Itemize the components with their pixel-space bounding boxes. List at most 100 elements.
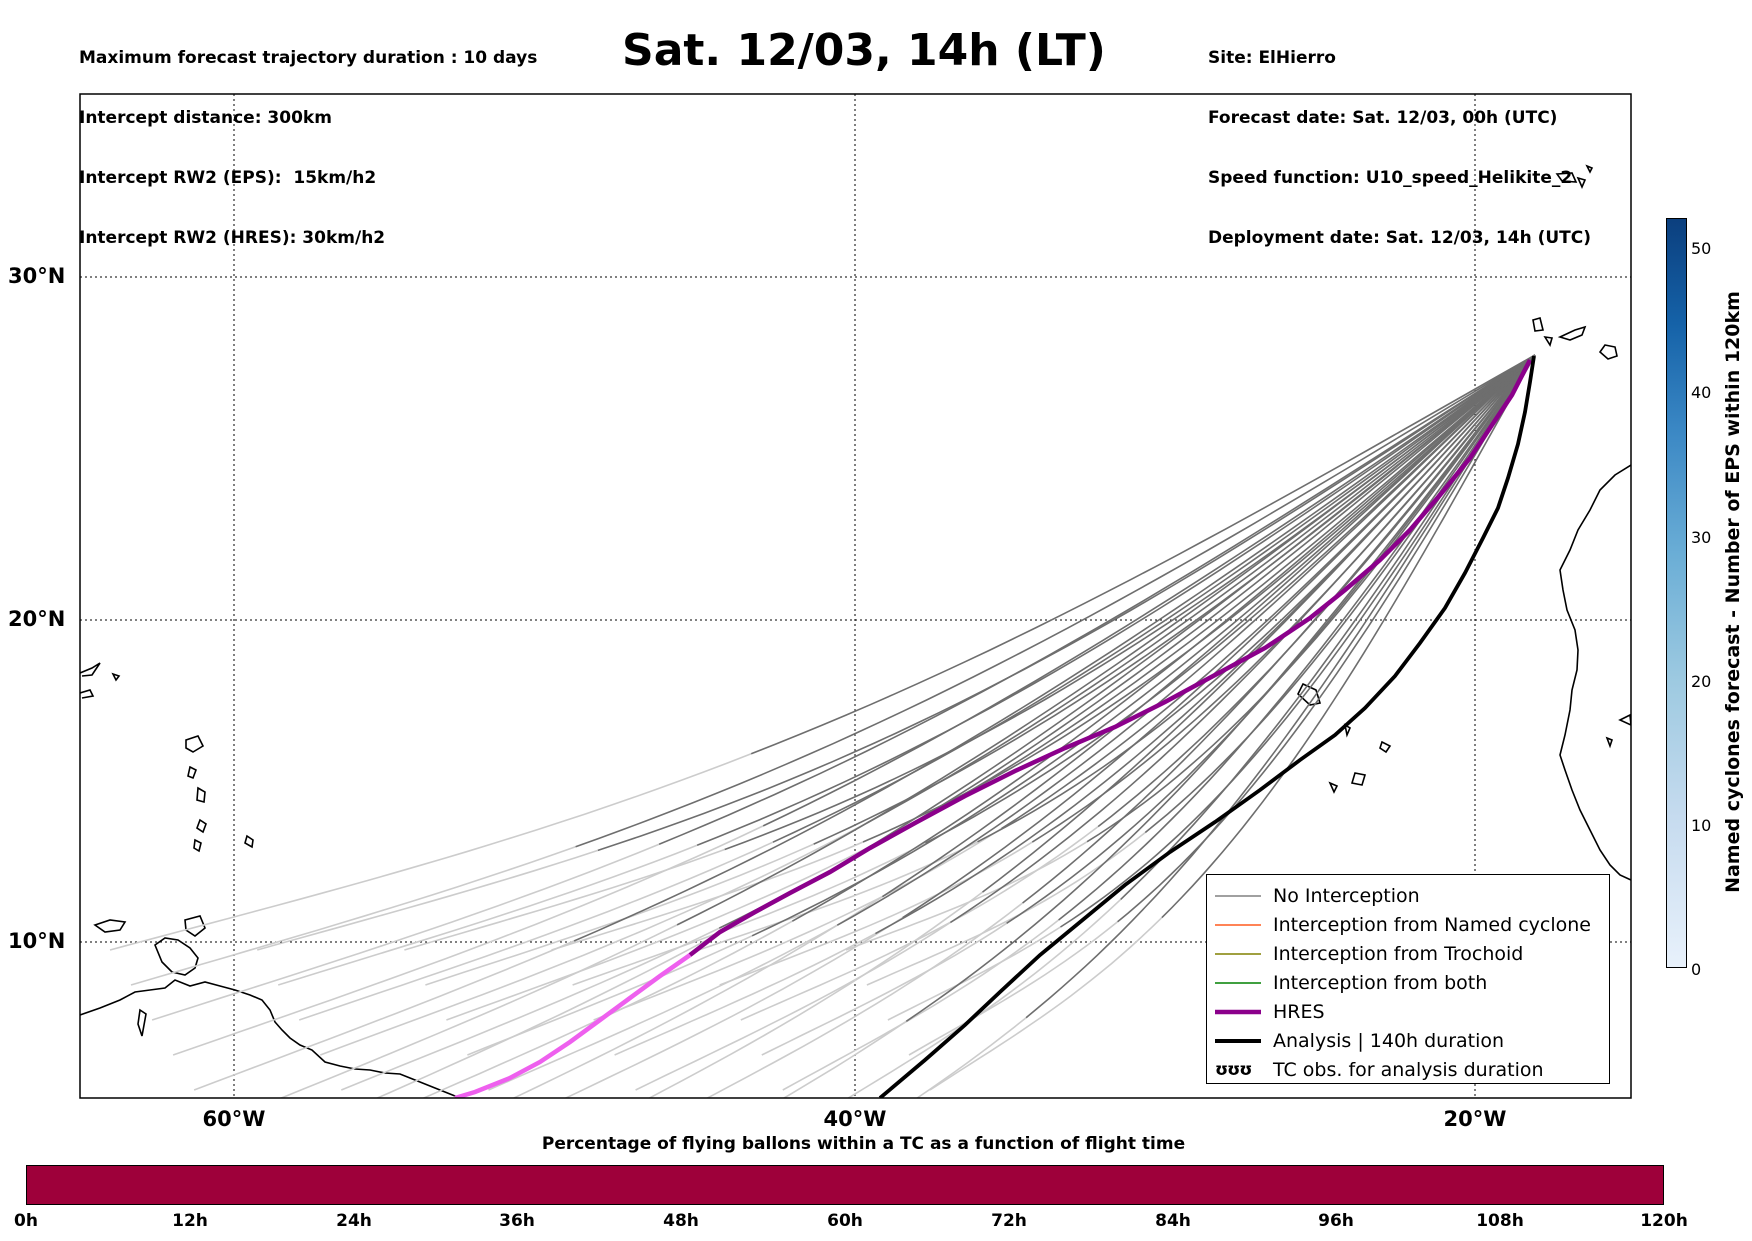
eps-trajectory-early <box>277 844 698 986</box>
legend-item-analysis: Analysis | 140h duration <box>1215 1026 1504 1055</box>
lon-label-20w: 20°W <box>1443 1107 1507 1131</box>
trajectory-settings: Maximum forecast trajectory duration : 1… <box>79 8 537 268</box>
eps-trajectory <box>575 354 1536 848</box>
time-tick: 48h <box>663 1211 699 1231</box>
eps-trajectory <box>658 354 1536 845</box>
info-line: Site: ElHierro <box>1208 48 1336 68</box>
legend-label: Interception from Named cyclone <box>1273 913 1591 936</box>
info-line: Intercept RW2 (HRES): 30km/h2 <box>79 228 386 248</box>
eps-trajectory <box>791 354 1536 922</box>
map-legend: No Interception Interception from Named … <box>1206 874 1610 1084</box>
eps-trajectory <box>751 354 1536 937</box>
info-line: Deployment date: Sat. 12/03, 14h (UTC) <box>1208 228 1592 248</box>
legend-item-no-interception: No Interception <box>1215 881 1420 910</box>
eps-trajectory-early <box>340 927 720 1091</box>
info-line: Speed function: U10_speed_Helikite_2 <box>1208 168 1573 188</box>
eps-trajectory-early <box>551 841 864 951</box>
lat-label-10n: 10°N <box>8 929 66 953</box>
time-tick: 60h <box>827 1211 863 1231</box>
eps-trajectory-early <box>761 922 1008 1056</box>
eps-trajectory <box>1161 354 1536 919</box>
legend-line-hres <box>1215 1009 1261 1014</box>
legend-label: Analysis | 140h duration <box>1273 1029 1505 1052</box>
legend-label: No Interception <box>1273 884 1420 907</box>
eps-trajectory <box>866 354 1536 824</box>
legend-line-both <box>1215 981 1261 984</box>
time-tick: 108h <box>1476 1211 1524 1231</box>
lat-label-20n: 20°N <box>8 607 66 631</box>
lon-label-60w: 60°W <box>202 1107 266 1131</box>
colorbar-tick: 0 <box>1691 960 1702 979</box>
eps-trajectory <box>1117 354 1536 923</box>
colorbar-tick: 10 <box>1691 816 1712 835</box>
eps-trajectory <box>977 354 1536 843</box>
tc-obs-symbol-icon: ʊʊʊ <box>1215 1059 1252 1080</box>
eps-trajectory <box>696 354 1536 847</box>
flight-time-colorbar <box>26 1165 1664 1205</box>
legend-line-trochoid <box>1215 952 1261 955</box>
eps-trajectory-early <box>512 896 883 1098</box>
flight-time-colorbar-title: Percentage of flying ballons within a TC… <box>541 1134 1186 1154</box>
eps-trajectory <box>772 354 1536 843</box>
eps-trajectory <box>1001 354 1536 830</box>
eps-trajectory-early <box>915 1017 1027 1098</box>
eps-trajectory <box>724 354 1536 851</box>
info-line: Intercept distance: 300km <box>79 108 332 128</box>
eps-trajectory <box>1025 354 1536 1019</box>
time-tick: 120h <box>1640 1211 1688 1231</box>
eps-trajectory <box>905 354 1536 1022</box>
analysis-trajectory <box>878 355 1536 1098</box>
eps-trajectory-early <box>593 827 1002 1021</box>
lat-label-30n: 30°N <box>8 264 66 288</box>
coastlines <box>80 164 1631 1098</box>
colorbar-tick: 20 <box>1691 672 1712 691</box>
eps-trajectory-early <box>563 917 904 1098</box>
colorbar-tick: 40 <box>1691 383 1712 402</box>
map-frame <box>79 93 1632 1099</box>
eps-trajectory-early <box>109 753 752 951</box>
eps-trajectory <box>1120 354 1536 900</box>
eps-trajectory <box>836 354 1536 926</box>
eps-trajectory-early <box>782 1020 907 1098</box>
legend-item-named-cyclone: Interception from Named cyclone <box>1215 910 1591 939</box>
eps-trajectory-early <box>279 924 678 1098</box>
time-tick: 24h <box>336 1211 372 1231</box>
hres-trajectory-early <box>454 953 692 1098</box>
legend-label: Interception from both <box>1273 971 1488 994</box>
eps-trajectory-early <box>425 843 815 986</box>
colorbar-tick: 50 <box>1691 239 1712 258</box>
colorbar-label: Named cyclones forecast - Number of EPS … <box>1722 291 1744 893</box>
eps-trajectory-early <box>572 842 926 986</box>
eps-trajectory-early <box>130 846 576 986</box>
eps-trajectory <box>925 354 1536 844</box>
eps-trajectory-early <box>887 926 1061 1021</box>
time-tick: 96h <box>1318 1211 1354 1231</box>
eps-trajectory-early <box>193 940 575 1091</box>
eps-trajectory <box>573 354 1536 942</box>
eps-trajectory-early <box>782 919 1060 1091</box>
info-line: Maximum forecast trajectory duration : 1… <box>79 48 538 68</box>
eps-trajectory <box>1086 354 1536 843</box>
eps-trajectory <box>899 354 1536 832</box>
eps-trajectory-early <box>866 831 1146 986</box>
time-tick: 36h <box>499 1211 535 1231</box>
legend-item-trochoid: Interception from Trochoid <box>1215 939 1523 968</box>
legend-item-both: Interception from both <box>1215 968 1487 997</box>
legend-label: Interception from Trochoid <box>1273 942 1524 965</box>
eps-trajectory <box>762 354 1536 827</box>
time-tick: 72h <box>991 1211 1027 1231</box>
page-title: Sat. 12/03, 14h (LT) <box>622 25 1106 76</box>
time-tick: 0h <box>14 1211 38 1231</box>
eps-trajectory <box>881 354 1536 898</box>
legend-item-hres: HRES <box>1215 997 1325 1026</box>
eps-trajectory <box>750 354 1536 755</box>
eps-trajectory-early <box>256 849 599 951</box>
eps-trajectory-early <box>845 841 1088 951</box>
eps-trajectory-early <box>488 924 838 1091</box>
eps-trajectory-early <box>635 921 951 1091</box>
eps-trajectory-early <box>614 932 876 1056</box>
legend-label: HRES <box>1273 1000 1325 1023</box>
legend-line-no-interception <box>1215 894 1261 897</box>
eps-trajectory-early <box>320 822 868 1056</box>
